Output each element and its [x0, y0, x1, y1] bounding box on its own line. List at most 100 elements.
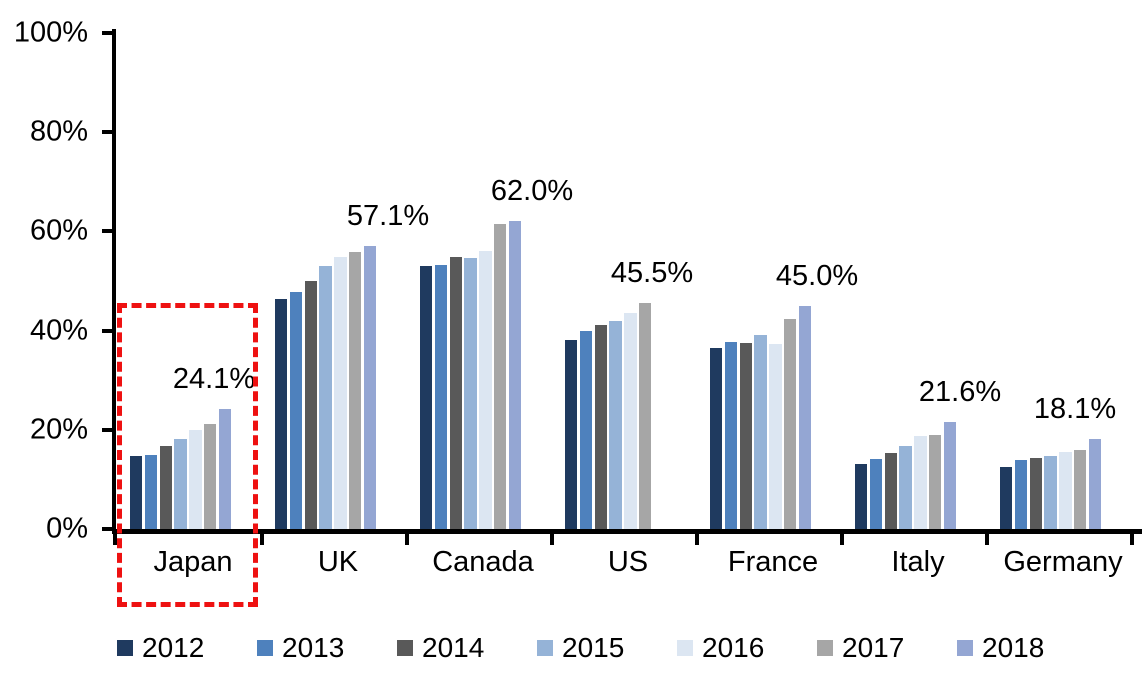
bar-us-2014 — [594, 325, 607, 529]
bar-uk-2018 — [363, 245, 377, 529]
value-label-us: 45.5% — [610, 257, 694, 290]
legend-swatch-2014 — [397, 640, 413, 656]
x-axis-tick — [695, 533, 699, 545]
category-label-italy: Italy — [891, 546, 945, 578]
bar-japan-2013 — [144, 454, 158, 529]
bar-canada-2015 — [464, 258, 477, 529]
bar-italy-2013 — [869, 459, 883, 529]
legend-swatch-2018 — [957, 640, 973, 656]
bar-us-2017 — [639, 303, 652, 529]
legend-item-2014: 2014 — [397, 634, 527, 662]
bar-us-2012 — [565, 340, 578, 529]
bar-canada-2018 — [508, 221, 522, 529]
japan-highlight-box — [117, 303, 258, 607]
category-label-france: France — [727, 546, 819, 578]
bar-uk-2017 — [349, 252, 362, 529]
y-axis-tick — [102, 130, 115, 135]
legend-label: 2013 — [282, 632, 345, 663]
y-axis-tick — [102, 328, 115, 333]
bar-canada-2017 — [494, 223, 507, 529]
legend-label: 2017 — [842, 632, 905, 663]
bar-japan-2018 — [218, 409, 232, 529]
bar-france-2014 — [739, 342, 752, 529]
y-axis-tick-label: 100% — [13, 16, 88, 49]
legend-swatch-2012 — [117, 640, 133, 656]
category-label-germany: Germany — [1003, 546, 1123, 578]
legend-item-2017: 2017 — [817, 634, 947, 662]
y-axis-tick — [102, 31, 115, 35]
bar-uk-2016 — [334, 257, 347, 529]
bar-uk-2015 — [319, 265, 332, 529]
y-axis-tick — [102, 229, 115, 234]
bar-france-2018 — [798, 305, 812, 529]
bar-uk-2014 — [304, 281, 317, 529]
bar-us-2015 — [609, 320, 622, 529]
x-axis-tick — [840, 533, 844, 545]
legend-label: 2015 — [562, 632, 625, 663]
bar-germany-2013 — [1014, 459, 1028, 529]
bar-italy-2012 — [855, 463, 868, 529]
bar-italy-2015 — [899, 445, 912, 529]
bar-us-2013 — [579, 331, 593, 529]
bar-uk-2012 — [275, 299, 288, 529]
bar-france-2017 — [784, 319, 797, 529]
legend-label: 2016 — [702, 632, 765, 663]
legend-swatch-2013 — [257, 640, 273, 656]
legend-swatch-2016 — [677, 640, 693, 656]
y-axis-line — [112, 29, 116, 533]
x-axis-tick — [1130, 533, 1134, 545]
legend-label: 2018 — [982, 632, 1045, 663]
bar-canada-2012 — [420, 266, 433, 529]
bar-japan-2012 — [130, 455, 143, 529]
x-axis-tick — [985, 533, 989, 545]
value-label-france: 45.0% — [775, 259, 859, 292]
y-axis-tick-label: 0% — [46, 512, 88, 545]
bar-canada-2013 — [434, 264, 448, 529]
y-axis-tick — [102, 527, 115, 531]
value-label-japan: 24.1% — [172, 363, 256, 396]
bar-canada-2016 — [479, 251, 492, 529]
legend-item-2013: 2013 — [257, 634, 387, 662]
value-label-germany: 18.1% — [1033, 393, 1117, 426]
category-label-us: US — [607, 546, 649, 578]
value-label-canada: 62.0% — [490, 175, 574, 208]
bar-germany-2012 — [1000, 467, 1013, 529]
x-axis-tick — [260, 533, 264, 545]
bar-france-2016 — [769, 343, 782, 529]
bar-japan-2016 — [189, 429, 202, 529]
legend-item-2018: 2018 — [957, 634, 1087, 662]
legend-item-2016: 2016 — [677, 634, 807, 662]
bar-us-2016 — [624, 313, 637, 529]
y-axis-tick-label: 80% — [29, 115, 88, 148]
y-axis-tick-label: 20% — [29, 413, 88, 446]
legend-swatch-2015 — [537, 640, 553, 656]
x-axis-tick — [550, 533, 554, 545]
bar-italy-2016 — [914, 435, 927, 529]
legend-swatch-2017 — [817, 640, 833, 656]
bar-germany-2018 — [1088, 439, 1102, 529]
category-label-uk: UK — [317, 546, 359, 578]
y-axis-tick-label: 40% — [29, 314, 88, 347]
category-label-canada: Canada — [432, 546, 534, 578]
bar-italy-2017 — [929, 434, 942, 529]
bar-germany-2017 — [1074, 450, 1087, 529]
bar-canada-2014 — [449, 257, 462, 529]
legend-label: 2014 — [422, 632, 485, 663]
bar-germany-2016 — [1059, 452, 1072, 529]
bar-italy-2018 — [943, 421, 957, 529]
category-label-japan: Japan — [153, 546, 233, 578]
bar-japan-2014 — [159, 446, 172, 529]
bar-japan-2015 — [174, 439, 187, 529]
legend-item-2015: 2015 — [537, 634, 667, 662]
value-label-italy: 21.6% — [918, 375, 1002, 408]
bar-germany-2014 — [1029, 458, 1042, 529]
x-axis-tick — [113, 533, 117, 545]
bar-france-2013 — [724, 342, 738, 529]
bar-france-2015 — [754, 334, 767, 529]
bar-france-2012 — [710, 347, 723, 529]
bar-italy-2014 — [884, 453, 897, 529]
legend-label: 2012 — [142, 632, 205, 663]
x-axis-line — [112, 529, 1142, 534]
y-axis-tick-label: 60% — [29, 214, 88, 247]
